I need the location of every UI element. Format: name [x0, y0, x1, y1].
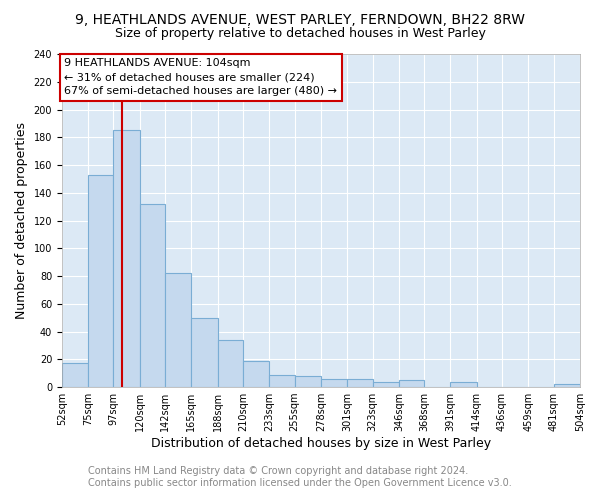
Bar — [295, 376, 321, 387]
Text: 9 HEATHLANDS AVENUE: 104sqm
← 31% of detached houses are smaller (224)
67% of se: 9 HEATHLANDS AVENUE: 104sqm ← 31% of det… — [64, 58, 337, 96]
Bar — [269, 374, 295, 387]
Bar — [191, 318, 218, 387]
Bar — [399, 380, 424, 387]
Bar — [243, 360, 269, 387]
Bar — [62, 364, 88, 387]
Y-axis label: Number of detached properties: Number of detached properties — [15, 122, 28, 319]
Bar — [554, 384, 580, 387]
Bar — [347, 379, 373, 387]
Bar — [140, 204, 165, 387]
Text: 9, HEATHLANDS AVENUE, WEST PARLEY, FERNDOWN, BH22 8RW: 9, HEATHLANDS AVENUE, WEST PARLEY, FERND… — [75, 12, 525, 26]
Bar — [373, 382, 399, 387]
X-axis label: Distribution of detached houses by size in West Parley: Distribution of detached houses by size … — [151, 437, 491, 450]
Bar — [88, 174, 113, 387]
Bar — [165, 274, 191, 387]
Bar — [218, 340, 243, 387]
Bar — [451, 382, 477, 387]
Text: Contains HM Land Registry data © Crown copyright and database right 2024.
Contai: Contains HM Land Registry data © Crown c… — [88, 466, 512, 487]
Text: Size of property relative to detached houses in West Parley: Size of property relative to detached ho… — [115, 28, 485, 40]
Bar — [321, 379, 347, 387]
Bar — [113, 130, 140, 387]
